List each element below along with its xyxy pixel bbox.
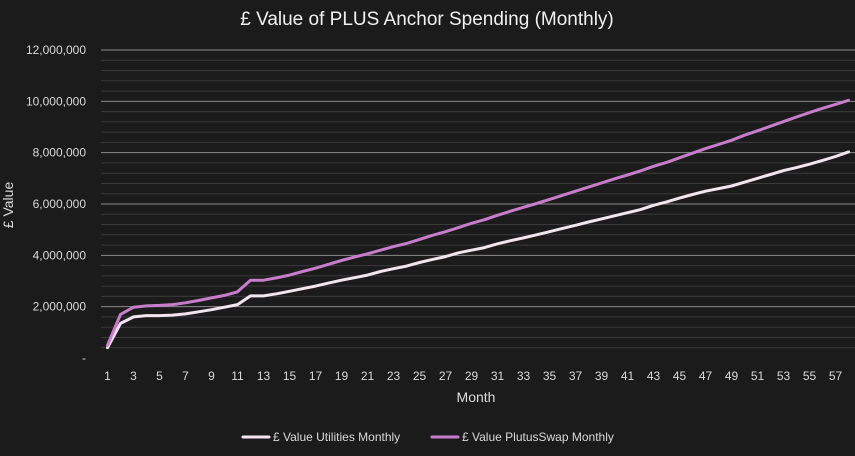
x-axis-label: Month [457, 389, 496, 405]
minor-gridlines [101, 59, 855, 349]
x-tick-label: 21 [361, 369, 375, 383]
x-tick-label: 43 [647, 369, 661, 383]
x-tick-label: 53 [777, 369, 791, 383]
x-tick-label: 3 [130, 369, 137, 383]
y-axis-label: £ Value [0, 182, 16, 229]
x-tick-label: 55 [803, 369, 817, 383]
x-tick-label: 1 [104, 369, 111, 383]
x-tick-label: 25 [413, 369, 427, 383]
y-tick-label: 8,000,000 [33, 146, 87, 160]
y-tick-label: - [82, 351, 86, 365]
series-line-utilities [106, 150, 850, 350]
x-tick-label: 37 [569, 369, 583, 383]
x-tick-label: 45 [673, 369, 687, 383]
y-tick-label: 4,000,000 [33, 248, 87, 262]
y-axis-ticks: - 2,000,000 4,000,000 6,000,000 8,000,000 10,… [26, 43, 86, 365]
legend: £ Value Utilities Monthly £ Value PlutusS… [241, 430, 614, 444]
x-tick-label: 41 [621, 369, 635, 383]
y-tick-label: 12,000,000 [26, 43, 86, 57]
legend-label-1: £ Value PlutusSwap Monthly [462, 430, 614, 444]
x-tick-label: 33 [517, 369, 531, 383]
y-tick-label: 10,000,000 [26, 94, 86, 108]
x-tick-label: 27 [439, 369, 453, 383]
x-tick-label: 11 [231, 369, 244, 383]
x-tick-label: 19 [335, 369, 349, 383]
x-tick-label: 35 [543, 369, 557, 383]
chart-title: £ Value of PLUS Anchor Spending (Monthly… [240, 9, 614, 30]
y-tick-label: 2,000,000 [33, 300, 87, 314]
series-lines [106, 98, 850, 350]
x-tick-label: 17 [309, 369, 323, 383]
x-axis-ticks: 1 3 5 7 9 11 13 15 17 19 21 23 25 27 29 31 33 35 37 39 41 43 4… [104, 369, 842, 383]
x-tick-label: 51 [751, 369, 765, 383]
legend-label-0: £ Value Utilities Monthly [273, 430, 400, 444]
x-tick-label: 13 [257, 369, 271, 383]
x-tick-label: 15 [283, 369, 297, 383]
x-tick-label: 47 [699, 369, 713, 383]
x-tick-label: 23 [387, 369, 401, 383]
x-tick-label: 5 [156, 369, 163, 383]
x-tick-label: 29 [465, 369, 479, 383]
x-tick-label: 9 [208, 369, 215, 383]
y-tick-label: 6,000,000 [33, 197, 87, 211]
series-line-plutusswap [106, 98, 850, 347]
x-tick-label: 39 [595, 369, 609, 383]
x-tick-label: 49 [725, 369, 739, 383]
x-tick-label: 31 [491, 369, 505, 383]
x-tick-label: 7 [182, 369, 189, 383]
major-gridlines [101, 49, 855, 308]
x-tick-label: 57 [829, 369, 843, 383]
